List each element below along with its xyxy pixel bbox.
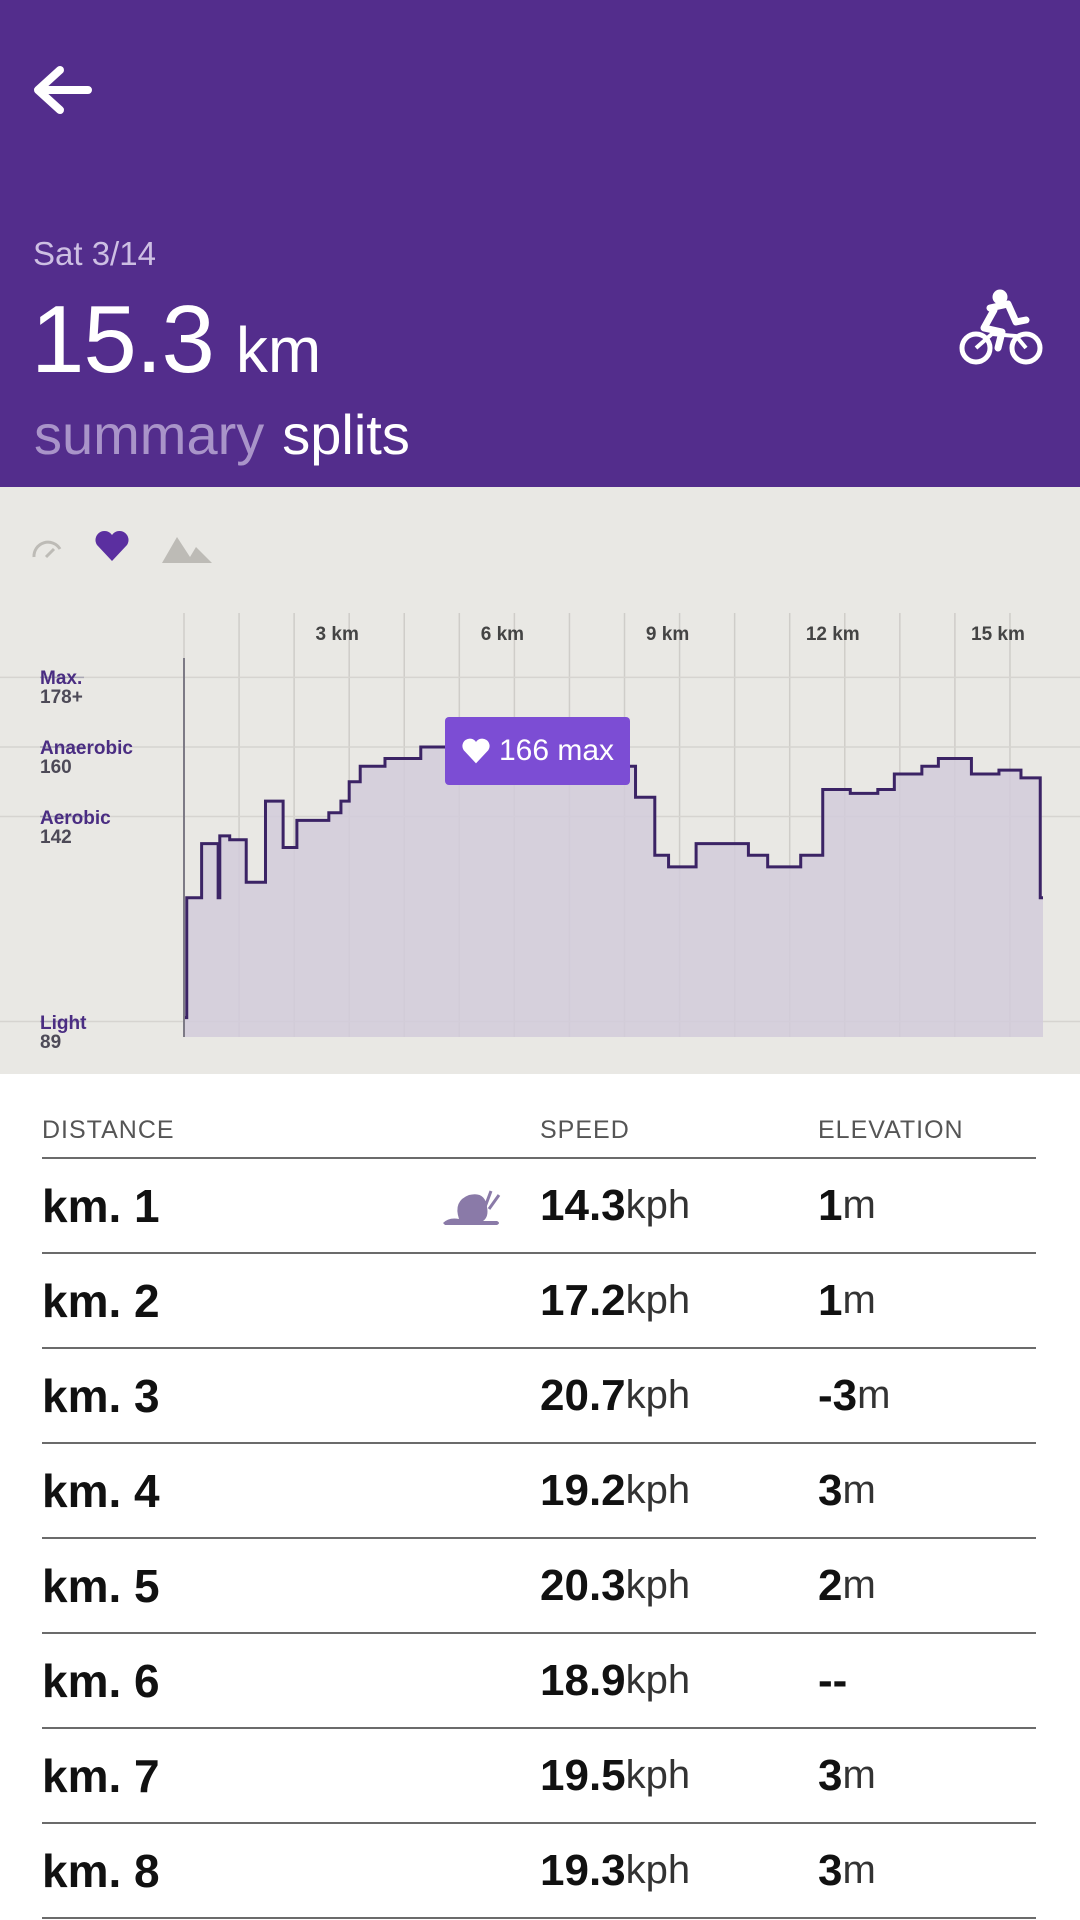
x-tick-label: 15 km (971, 624, 1025, 645)
elevation-icon[interactable] (162, 533, 212, 563)
split-speed: 18.9 kph (540, 1634, 690, 1727)
elevation-value: -3 (818, 1370, 858, 1420)
split-speed: 14.3 kph (540, 1159, 690, 1252)
elevation-value: 2 (818, 1560, 843, 1610)
split-speed: 17.2 kph (540, 1254, 690, 1347)
elevation-value: 3 (818, 1465, 843, 1515)
split-speed: 20.7 kph (540, 1349, 690, 1442)
elevation-unit: m (857, 1373, 891, 1417)
elevation-value: 1 (818, 1180, 843, 1230)
back-button[interactable] (26, 60, 98, 120)
elevation-unit: m (842, 1468, 876, 1512)
split-distance: km. 2 (42, 1274, 160, 1327)
elevation-unit: m (842, 1848, 876, 1892)
elevation-value: 1 (818, 1275, 843, 1325)
speed-value: 20.7 (540, 1370, 626, 1420)
heart-rate-area (184, 723, 1043, 1037)
speed-value: 19.3 (540, 1845, 626, 1895)
split-elevation: -- (818, 1634, 847, 1727)
split-distance: km. 4 (42, 1464, 160, 1517)
split-speed: 19.5 kph (540, 1729, 690, 1822)
speed-unit: kph (625, 1848, 691, 1892)
elevation-unit: m (842, 1183, 876, 1227)
split-distance: km. 6 (42, 1654, 160, 1707)
split-distance: km. 3 (42, 1369, 160, 1422)
zone-label: Aerobic 142 (40, 807, 111, 848)
speed-unit: kph (625, 1563, 691, 1607)
speed-value: 17.2 (540, 1275, 626, 1325)
elevation-value: 3 (818, 1750, 843, 1800)
zone-label: Max. 178+ (40, 668, 83, 709)
tab-summary[interactable]: summary (34, 403, 265, 466)
heart-icon[interactable] (94, 529, 130, 563)
elevation-unit: m (842, 1563, 876, 1607)
speed-value: 18.9 (540, 1655, 626, 1705)
back-arrow-icon (34, 66, 92, 114)
speed-unit: kph (625, 1183, 691, 1227)
activity-date: Sat 3/14 (33, 235, 156, 272)
split-speed: 19.2 kph (540, 1444, 690, 1537)
table-header: DISTANCE SPEED ELEVATION (42, 1074, 1036, 1159)
view-tabs: summary splits (34, 402, 410, 467)
speed-value: 14.3 (540, 1180, 626, 1230)
distance-unit: km (235, 314, 322, 386)
speed-icon[interactable] (30, 533, 64, 563)
table-row[interactable]: km. 3 20.7 kph -3 m (42, 1349, 1036, 1444)
max-heart-rate-label: 166 max (498, 734, 615, 767)
header-elevation: ELEVATION (818, 1116, 964, 1144)
elevation-value: -- (818, 1655, 848, 1705)
elevation-value: 3 (818, 1845, 843, 1895)
zone-label: Anaerobic 160 (40, 737, 133, 778)
speed-unit: kph (625, 1278, 691, 1322)
split-distance: km. 7 (42, 1749, 160, 1802)
heart-rate-chart (0, 613, 1080, 1037)
split-elevation: -3 m (818, 1349, 890, 1442)
heart-icon (462, 738, 490, 764)
split-distance: km. 5 (42, 1559, 160, 1612)
x-tick-label: 3 km (315, 624, 359, 645)
elevation-unit: m (842, 1278, 876, 1322)
max-heart-rate-badge: 166 max (445, 717, 630, 785)
activity-header: Sat 3/14 15.3 km summary splits (0, 0, 1080, 487)
bike-icon (959, 289, 1043, 365)
x-tick-label: 6 km (480, 624, 525, 645)
zone-label: Light 89 (40, 1012, 87, 1053)
table-row[interactable]: km. 6 18.9 kph -- (42, 1634, 1036, 1729)
speed-value: 20.3 (540, 1560, 626, 1610)
split-speed: 19.3 kph (540, 1824, 690, 1917)
heart-rate-chart-panel: Max. 178+ Anaerobic 160 Aerobic 142 Light 89 3 k… (0, 487, 1080, 1074)
elevation-unit: m (842, 1753, 876, 1797)
total-distance: 15.3 km (31, 285, 321, 395)
splits-table: DISTANCE SPEED ELEVATION km. 1 14.3 kph 1… (42, 1074, 1036, 1919)
speed-unit: kph (625, 1468, 691, 1512)
speed-unit: kph (625, 1658, 691, 1702)
distance-value: 15.3 (31, 286, 215, 393)
tab-splits[interactable]: splits (282, 403, 410, 466)
snail-icon (443, 1190, 501, 1225)
header-distance: DISTANCE (42, 1116, 175, 1144)
speed-unit: kph (625, 1753, 691, 1797)
x-tick-label: 9 km (645, 624, 690, 645)
x-tick-label: 12 km (805, 624, 860, 645)
header-speed: SPEED (540, 1116, 630, 1144)
split-distance: km. 1 (42, 1179, 160, 1232)
speed-value: 19.5 (540, 1750, 626, 1800)
speed-unit: kph (625, 1373, 691, 1417)
split-distance: km. 8 (42, 1844, 160, 1897)
speed-value: 19.2 (540, 1465, 626, 1515)
split-speed: 20.3 kph (540, 1539, 690, 1632)
